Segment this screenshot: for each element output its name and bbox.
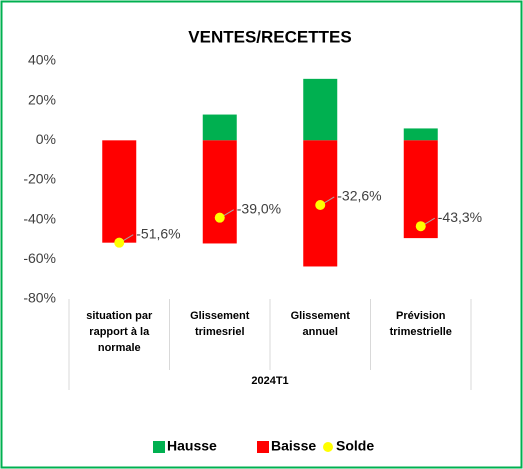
bar <box>403 128 438 141</box>
leader-line <box>122 234 134 242</box>
bar <box>202 140 237 244</box>
data-label: -43,3% <box>438 209 482 225</box>
leader-line <box>223 209 235 217</box>
legend-label: Solde <box>336 438 374 454</box>
x-tick-label-box: Glissement annuel <box>290 310 350 338</box>
y-tick-label: 20% <box>28 91 56 107</box>
chart-title: VENTES/RECETTES <box>188 27 351 46</box>
y-tick-label: 0% <box>36 131 56 147</box>
legend-label: Baisse <box>271 438 316 454</box>
legend-swatch <box>153 441 165 453</box>
leader-line <box>323 196 335 204</box>
y-tick-label: 40% <box>28 52 56 68</box>
point <box>415 221 426 232</box>
y-tick-label: -80% <box>23 290 56 306</box>
y-tick-label: -60% <box>23 250 56 266</box>
leader-line <box>424 217 436 225</box>
x-tick-label-box: Prévision trimestrielle <box>389 310 452 338</box>
data-label: -51,6% <box>136 225 180 241</box>
bar <box>102 140 137 243</box>
legend-swatch <box>257 441 269 453</box>
x-tick-label: Glissement trimesriel <box>190 310 250 338</box>
data-label: -39,0% <box>237 200 281 216</box>
x-tick-label: situation par rapport à la normale <box>86 310 153 354</box>
group-label: 2024T1 <box>251 375 288 387</box>
legend-swatch <box>323 442 333 452</box>
data-label: -32,6% <box>337 188 381 204</box>
x-tick-label-box: situation par rapport à la normale <box>86 310 153 354</box>
point <box>214 212 225 223</box>
bar <box>202 114 237 141</box>
legend-label: Hausse <box>167 438 217 454</box>
x-tick-label: Prévision trimestrielle <box>389 310 452 338</box>
x-tick-label: Glissement annuel <box>290 310 350 338</box>
y-tick-label: -20% <box>23 171 56 187</box>
point <box>315 199 326 210</box>
x-tick-label-box: Glissement trimesriel <box>190 310 250 338</box>
point <box>114 237 125 248</box>
bar <box>303 78 338 141</box>
y-tick-label: -40% <box>23 210 56 226</box>
